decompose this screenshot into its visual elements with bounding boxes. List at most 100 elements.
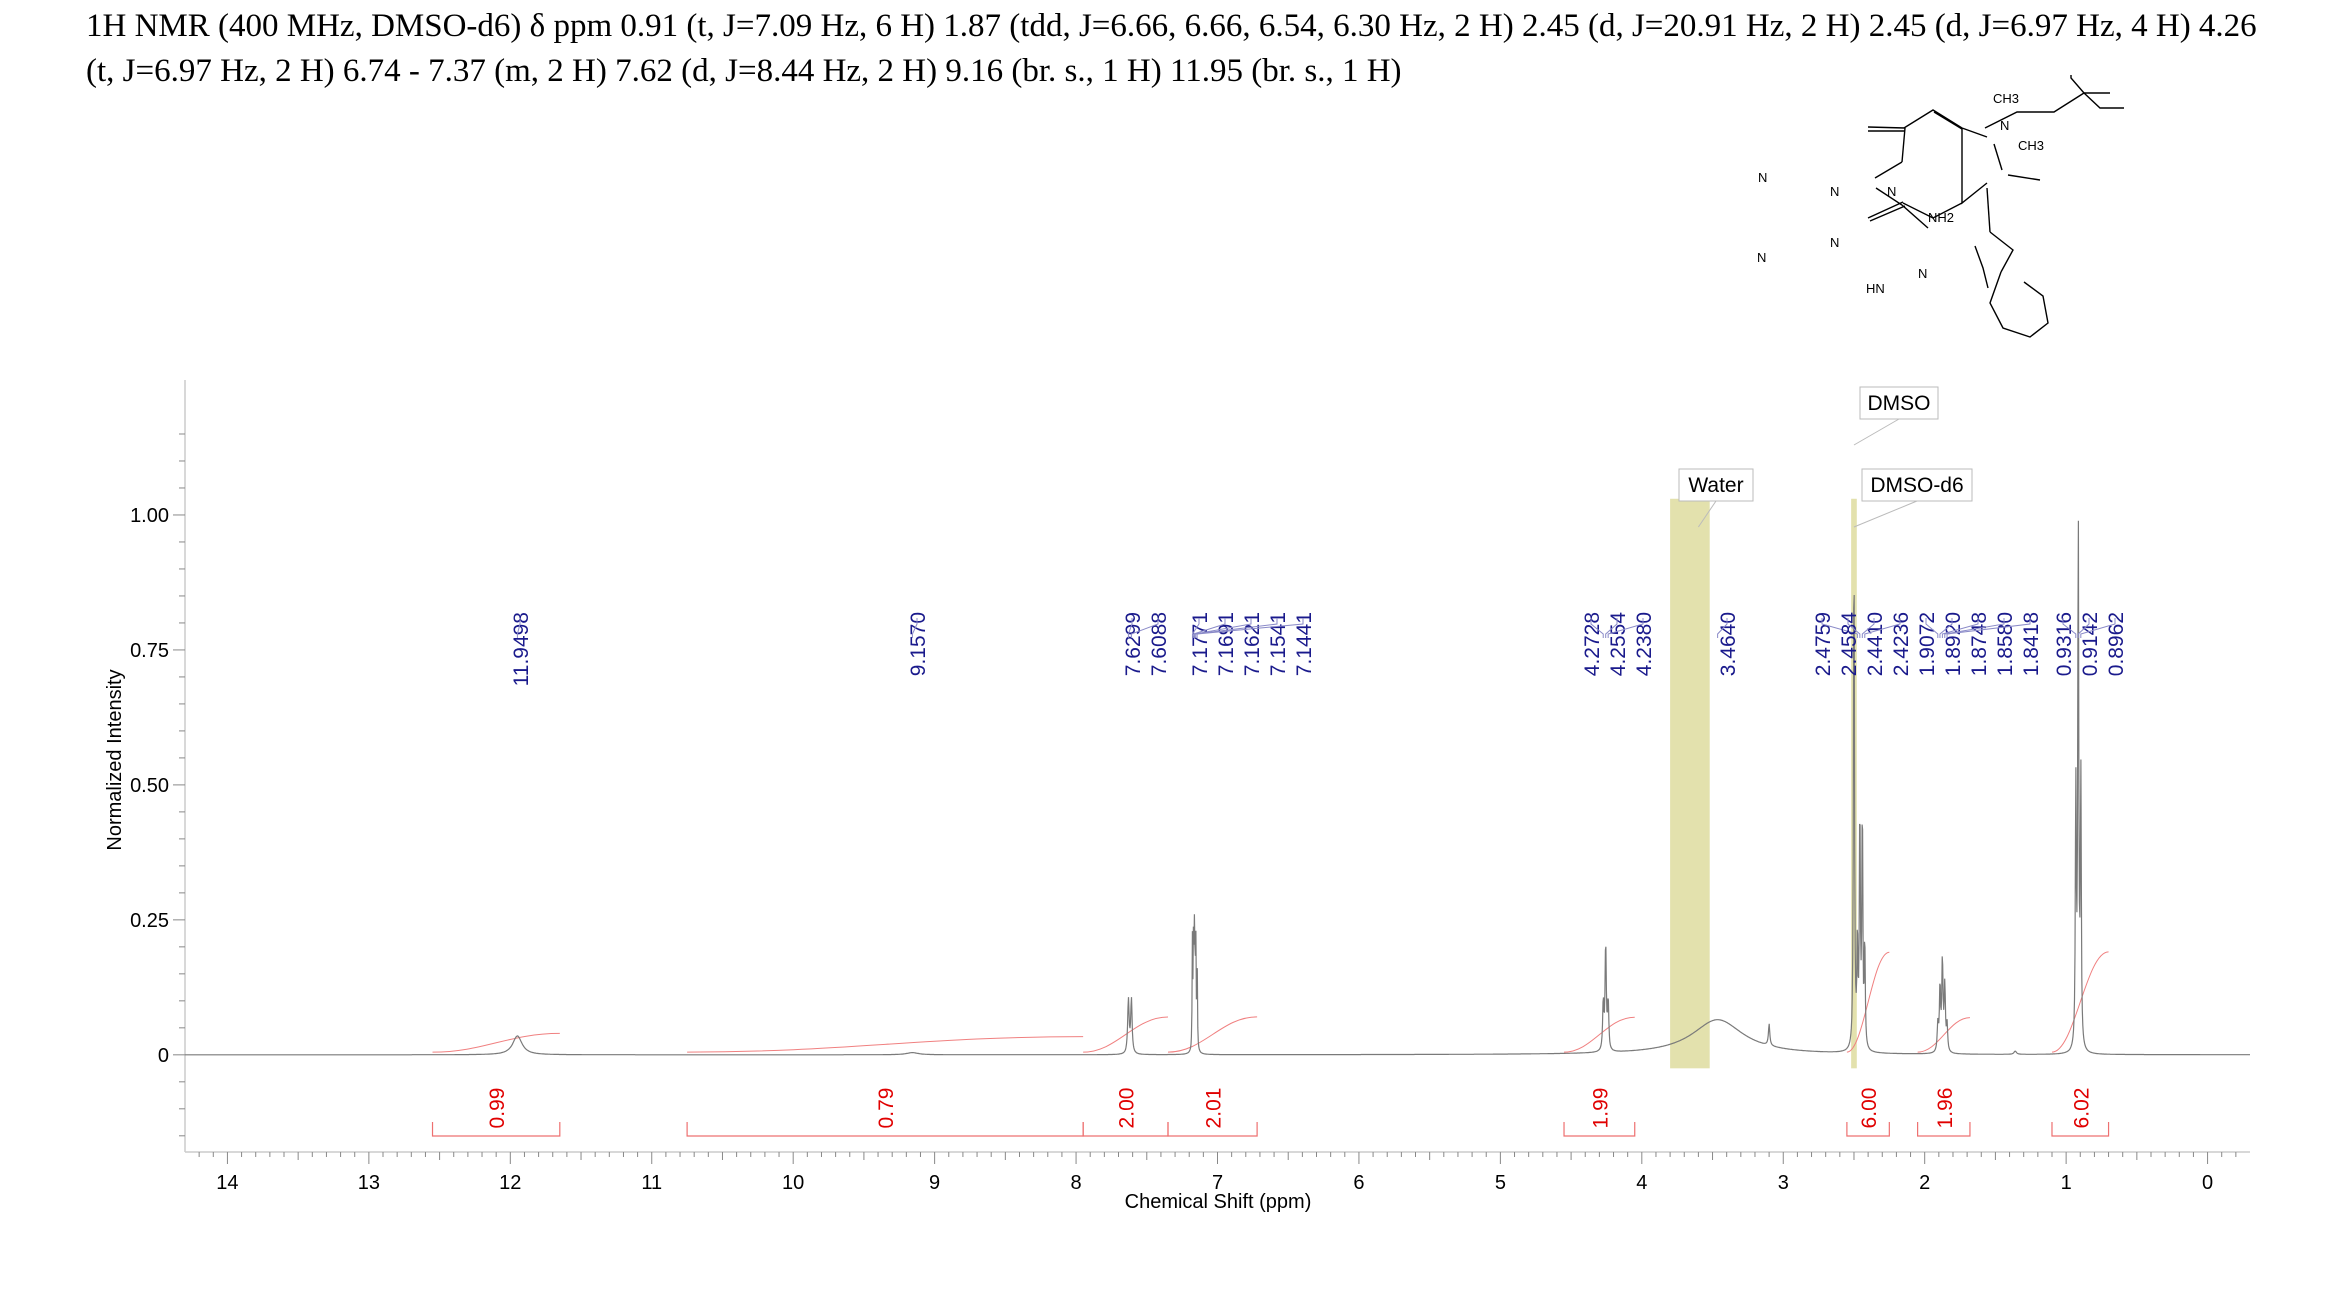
x-tick-label: 9 <box>929 1172 940 1194</box>
peak-label: 7.1621 <box>1241 612 1264 676</box>
y-axis-ticks: 0 0.25 0.50 0.75 1.00 <box>130 433 185 1137</box>
peak-leader-line <box>1127 618 1133 638</box>
peak-leader-line <box>1607 618 1644 638</box>
bond <box>1933 111 1963 130</box>
integral-curve <box>1083 1016 1169 1053</box>
peak-label: 0.8962 <box>2105 612 2128 676</box>
bond <box>1989 271 2049 338</box>
peak-leader-line <box>2080 618 2116 638</box>
peak-label: 2.4236 <box>1890 612 1913 676</box>
peak-label: 1.8920 <box>1942 612 1965 676</box>
integral-labels: 0.99 0.79 2.00 2.01 1.99 6.00 1.96 6.02 <box>431 1088 2110 1137</box>
integral-value: 0.79 <box>875 1088 898 1129</box>
integral-bracket <box>1167 1122 1258 1137</box>
peak-leader-line <box>1861 618 1875 638</box>
bond <box>1902 202 1963 219</box>
peak-label: 7.1541 <box>1267 612 1290 676</box>
peak-label: 7.1771 <box>1189 612 1212 676</box>
bond <box>1903 109 1963 129</box>
atom-ch3-top: CH3 <box>1993 91 2019 106</box>
x-tick-label: 4 <box>1636 1172 1647 1194</box>
x-tick-label: 0 <box>2202 1172 2213 1194</box>
peak-labels: 11.9498 9.1570 7.6299 7.6088 7.1771 7.1691 7.1… <box>510 612 2128 687</box>
bond <box>1874 161 1903 179</box>
atom-n-pyrazine-bottom: N <box>1830 235 1839 250</box>
integral-curve <box>1846 951 1890 1053</box>
y-tick-label: 0.75 <box>130 640 169 662</box>
annotation-label: Water <box>1688 474 1743 497</box>
integral-value: 0.99 <box>486 1088 509 1129</box>
peak-label: 1.9072 <box>1916 612 1939 676</box>
atom-ch3-right: CH3 <box>2018 138 2044 153</box>
integral-curve <box>1564 1016 1635 1053</box>
y-tick-label: 0 <box>158 1045 169 1067</box>
integral-bracket <box>1846 1122 1890 1137</box>
peak-leader-line <box>1193 618 1226 638</box>
atom-nh2: NH2 <box>1928 210 1954 225</box>
x-tick-label: 5 <box>1495 1172 1506 1194</box>
peak-leader-line <box>1847 618 1861 638</box>
molecule-atom-labels: CH3 N CH3 N N N NH2 N N N HN N <box>1757 91 2044 296</box>
integral-curve <box>687 1036 1084 1053</box>
integral-curve <box>432 1032 560 1053</box>
peak-leader-line <box>2077 618 2090 638</box>
atom-n-nitrile-top: N <box>1758 170 1767 185</box>
integral-value: 6.00 <box>1858 1088 1881 1129</box>
peak-leader-line <box>1130 618 1159 638</box>
x-tick-label: 7 <box>1212 1172 1223 1194</box>
integral-bracket <box>2051 1122 2110 1137</box>
peak-label: 2.4759 <box>1812 612 1835 676</box>
x-tick-label: 1 <box>2061 1172 2072 1194</box>
bond <box>1961 128 1988 205</box>
peak-label: 1.8418 <box>2020 612 2043 676</box>
peak-leader-line <box>1194 618 1252 638</box>
bond <box>1974 245 1989 289</box>
solvent-annotations: Water DMSO DMSO-d6 <box>1678 386 1973 528</box>
peak-label: 11.9498 <box>510 612 533 686</box>
peak-label: 1.8580 <box>1994 612 2017 676</box>
peak-label: 0.9142 <box>2079 612 2102 676</box>
peak-leader-line <box>1821 618 1858 638</box>
annotation-label: DMSO-d6 <box>1870 474 1963 497</box>
x-tick-label: 6 <box>1353 1172 1364 1194</box>
bond <box>1869 205 1906 222</box>
atom-n-amine: N <box>2000 118 2009 133</box>
peak-leader-line <box>1717 618 1728 638</box>
peak-leader-line <box>1939 618 1953 638</box>
y-tick-label: 0.25 <box>130 910 169 932</box>
excluded-regions <box>1670 498 1857 1069</box>
peak-leader-line <box>1925 618 1939 638</box>
x-axis-ticks: 14 13 12 11 10 9 8 7 6 5 4 3 2 1 0 <box>198 1152 2237 1194</box>
y-axis-label: Normalized Intensity <box>104 669 126 850</box>
bond <box>1984 92 2110 129</box>
spectrum-description: 1H NMR (400 MHz, DMSO-d6) δ ppm 0.91 (t,… <box>86 8 2257 89</box>
integral-value: 2.00 <box>1116 1088 1139 1129</box>
peak-leader-line <box>1944 618 2005 638</box>
peak-leader-line <box>1605 618 1618 638</box>
atom-n-pyrazine-top: N <box>1830 184 1839 199</box>
bond <box>1961 127 1988 138</box>
x-tick-label: 10 <box>782 1172 804 1194</box>
peak-label: 4.2728 <box>1581 612 1604 676</box>
peak-leader-line <box>516 618 521 638</box>
peak-label: 7.1441 <box>1293 612 1316 676</box>
annotation-leader <box>1853 418 1900 446</box>
integral-value: 1.99 <box>1589 1088 1612 1129</box>
peak-label: 7.6088 <box>1148 612 1171 676</box>
peak-label: 0.9316 <box>2053 612 2076 676</box>
integral-bracket <box>1917 1122 1971 1137</box>
peak-leader-line <box>1191 618 1200 638</box>
integral-curve <box>1917 1017 1970 1053</box>
atom-nh-imidazole: HN <box>1866 281 1885 296</box>
peak-label: 3.4640 <box>1717 612 1740 676</box>
peak-leader-line <box>2062 618 2077 638</box>
bond <box>2007 174 2041 181</box>
peak-label: 2.4410 <box>1864 612 1887 676</box>
peak-leader-line <box>1941 618 1979 638</box>
x-tick-label: 2 <box>1919 1172 1930 1194</box>
peak-leader-line <box>1864 618 1901 638</box>
integral-value: 6.02 <box>2070 1088 2093 1129</box>
x-tick-label: 11 <box>641 1172 662 1194</box>
bond <box>1901 127 1906 163</box>
peak-leader-line <box>1590 618 1604 638</box>
